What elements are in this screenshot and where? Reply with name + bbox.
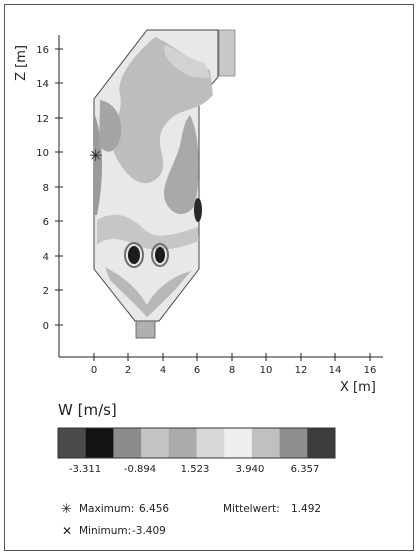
contour-plot: ✳ ✕ ✕	[89, 29, 236, 339]
color-scale-labels: -3.311 -0.894 1.523 3.940 6.357	[69, 464, 319, 475]
z-axis-title: Z [m]	[14, 45, 29, 81]
x-tick-label: 14	[329, 365, 342, 376]
bottom-hopper	[135, 320, 156, 339]
x-tick-labels: 0 2 4 6 8 10 12 14 16	[91, 365, 377, 376]
burner-spot-left-ring	[124, 242, 144, 268]
maximum-icon: ✳	[61, 502, 72, 517]
z-tick-label: 4	[43, 252, 49, 263]
color-scale-swatch	[58, 428, 87, 458]
z-tick-label: 6	[43, 217, 49, 228]
scale-label: 3.940	[236, 464, 265, 475]
color-scale-swatch	[224, 428, 253, 458]
color-scale-swatch	[85, 428, 114, 458]
minimum-marker-icon-2: ✕	[156, 252, 164, 262]
contour-band-mid-2	[163, 115, 199, 215]
figure-frame: ✳ ✕ ✕ 0 2 4 6 8 10 12 14 16 Z [m]	[4, 4, 414, 551]
color-scale-swatch	[307, 428, 336, 458]
scale-label: -3.311	[69, 464, 101, 475]
burner-spot-right-ring	[151, 243, 169, 267]
z-tick-labels: 0 2 4 6 8 10 12 14 16	[36, 45, 49, 332]
z-tick-label: 2	[43, 286, 49, 297]
legend-title: W [m/s]	[58, 401, 117, 419]
z-tick-label: 12	[36, 114, 49, 125]
mean-label: Mittelwert:	[223, 503, 280, 515]
contour-band-hopper	[105, 267, 191, 317]
color-scale-swatch	[251, 428, 281, 458]
wall-dark-spot	[194, 198, 202, 222]
x-tick-label: 6	[194, 365, 200, 376]
contour-band-upper	[164, 45, 210, 78]
x-axis	[59, 353, 383, 361]
maximum-label: Maximum:	[79, 503, 134, 515]
minimum-value: -3.409	[132, 525, 166, 537]
contour-band-left-upper	[99, 100, 122, 152]
z-tick-label: 10	[36, 148, 49, 159]
x-axis-title: X [m]	[340, 380, 376, 395]
x-tick-label: 16	[364, 365, 377, 376]
color-scale-swatch	[279, 428, 308, 458]
burner-spot-left	[128, 246, 140, 264]
scale-label: -0.894	[124, 464, 156, 475]
minimum-label: Minimum:	[79, 525, 131, 537]
z-tick-label: 0	[43, 321, 49, 332]
z-axis	[55, 35, 63, 357]
contour-band-lower	[97, 214, 199, 250]
color-scale-swatch	[196, 428, 225, 458]
scale-label: 6.357	[291, 464, 320, 475]
minimum-marker-icon: ✕	[130, 252, 138, 262]
z-tick-label: 8	[43, 183, 49, 194]
velocity-contour-figure: ✳ ✕ ✕ 0 2 4 6 8 10 12 14 16 Z [m]	[14, 29, 383, 538]
color-scale-border	[57, 427, 336, 459]
maximum-value: 6.456	[139, 503, 169, 515]
x-tick-label: 12	[295, 365, 308, 376]
z-tick-label: 16	[36, 45, 49, 56]
x-tick-label: 2	[125, 365, 131, 376]
minimum-icon: ✕	[62, 524, 72, 538]
color-scale-swatch	[141, 428, 170, 458]
x-tick-label: 10	[260, 365, 273, 376]
x-tick-label: 4	[160, 365, 166, 376]
z-tick-label: 14	[36, 79, 49, 90]
color-scale-swatch	[113, 428, 142, 458]
x-tick-label: 8	[229, 365, 235, 376]
mean-value: 1.492	[291, 503, 321, 515]
outlet-duct	[218, 29, 236, 77]
color-scale	[57, 427, 336, 459]
stats-block: ✳ Maximum: 6.456 Mittelwert: 1.492 ✕ Min…	[61, 502, 321, 538]
scale-label: 1.523	[181, 464, 210, 475]
color-scale-swatch	[168, 428, 197, 458]
maximum-marker-icon: ✳	[89, 146, 102, 165]
x-tick-label: 0	[91, 365, 97, 376]
burner-spot-right	[155, 247, 165, 263]
